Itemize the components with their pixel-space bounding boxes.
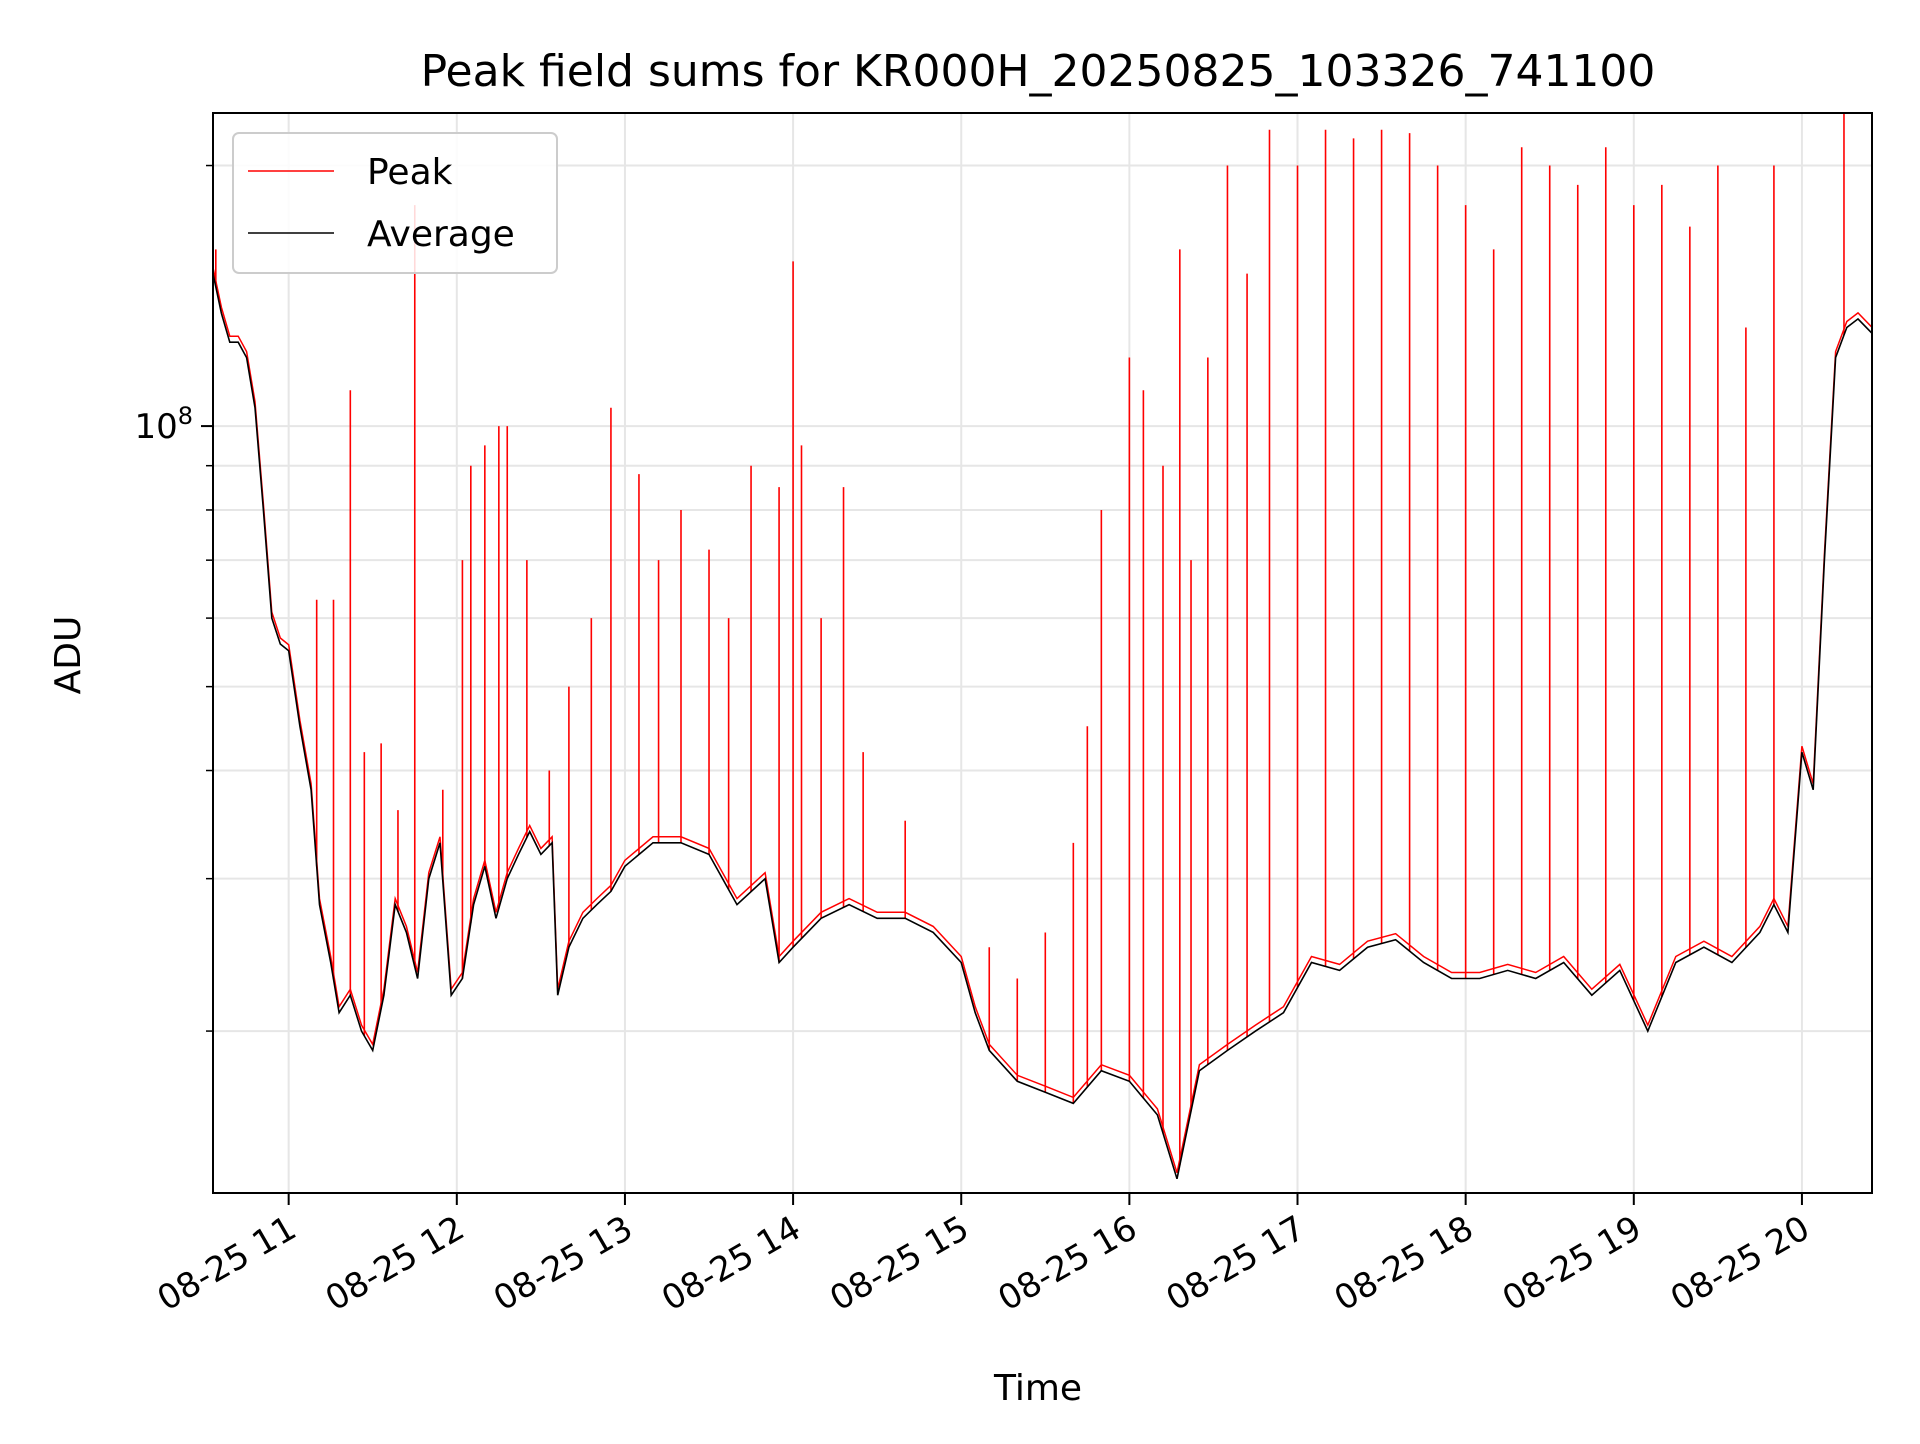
legend-label-average: Average (367, 214, 515, 255)
chart-title: Peak field sums for KR000H_20250825_1033… (421, 46, 1656, 97)
peak-line (213, 267, 1872, 1174)
legend: Peak Average (232, 132, 558, 274)
legend-label-peak: Peak (367, 152, 453, 193)
plot-area (213, 113, 1872, 1180)
y-axis-label: ADU (48, 616, 89, 695)
legend-box (232, 132, 558, 274)
x-axis-label: Time (993, 1368, 1082, 1409)
peak-series (213, 113, 1872, 1174)
average-line (213, 273, 1872, 1180)
y-tick-exponent: 8 (178, 402, 193, 430)
average-series (213, 273, 1872, 1180)
axes-frame (212, 112, 1873, 1194)
